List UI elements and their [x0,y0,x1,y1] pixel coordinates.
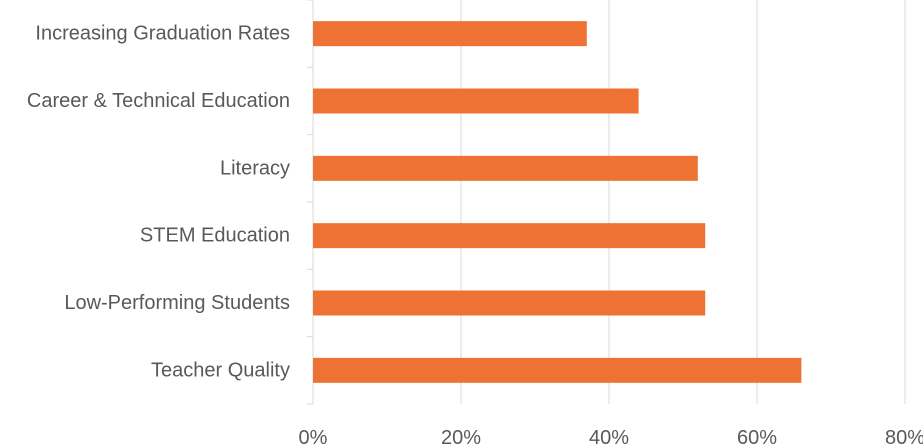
category-label-2: Literacy [220,157,290,179]
category-axis [307,0,314,405]
bar-1 [313,88,639,114]
category-label-0: Increasing Graduation Rates [35,23,290,45]
bar-4 [313,290,706,316]
bars [313,21,802,383]
x-tick-label-80: 80% [885,427,923,447]
x-tick-label-0: 0% [299,427,328,447]
x-tick-label-40: 40% [589,427,629,447]
category-labels: Increasing Graduation Rates Career & Tech… [27,23,290,382]
bar-0 [313,21,587,47]
x-tick-label-20: 20% [441,427,481,447]
gridlines [460,0,906,404]
x-tick-labels: 0% 20% 40% 60% 80% [299,427,923,447]
category-label-5: Teacher Quality [151,359,290,381]
bar-3 [313,223,706,249]
category-label-3: STEM Education [140,225,290,247]
category-label-4: Low-Performing Students [64,292,290,314]
bar-5 [313,357,802,383]
bar-2 [313,155,698,181]
x-tick-label-60: 60% [737,427,777,447]
category-label-1: Career & Technical Education [27,90,290,112]
